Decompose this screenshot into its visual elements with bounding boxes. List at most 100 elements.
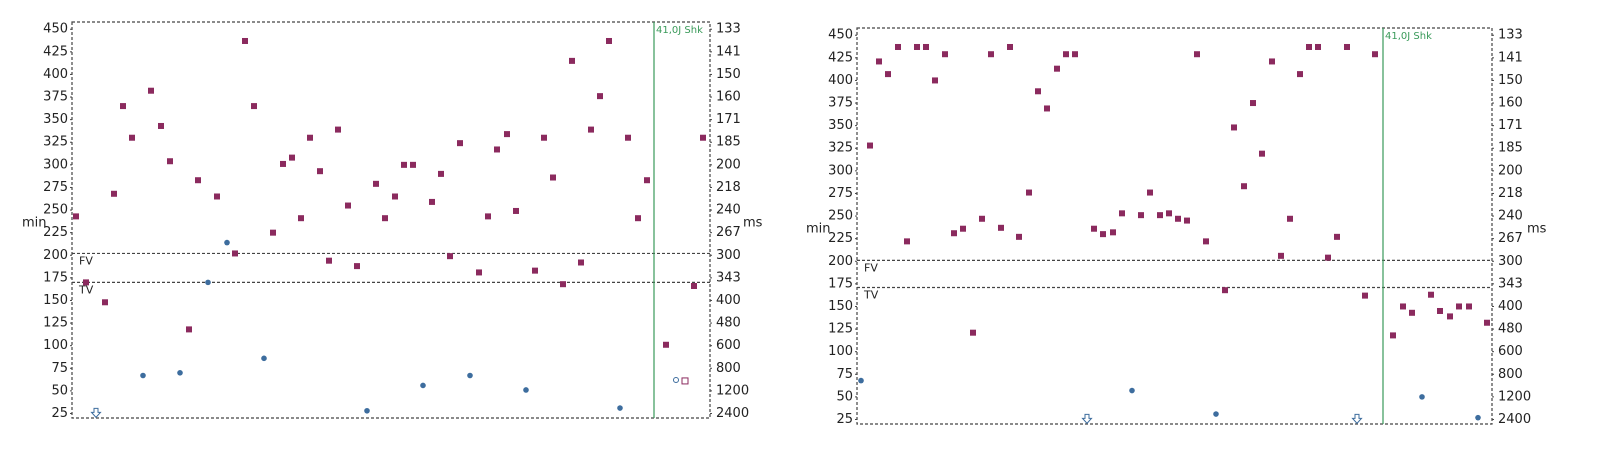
y-tick-label: 300	[43, 157, 68, 172]
square-point	[232, 250, 238, 257]
y-tick-label: 175	[828, 276, 853, 291]
y2-tick-label: 800	[716, 361, 741, 376]
square-point	[120, 103, 126, 110]
arrow-marker	[1351, 413, 1363, 425]
square-point	[1110, 229, 1116, 236]
y-tick-label: 425	[828, 50, 853, 65]
square-point	[129, 134, 135, 141]
square-point	[447, 253, 453, 260]
square-point	[606, 37, 612, 44]
square-point	[932, 77, 938, 84]
y2-tick-label: 343	[716, 270, 741, 285]
square-point	[923, 43, 929, 50]
y-tick-label: 100	[43, 338, 68, 353]
y-axis-label: min	[22, 216, 47, 231]
y2-tick-label: 400	[716, 293, 741, 308]
y-tick-label: 25	[836, 412, 853, 427]
y-tick-label: 450	[828, 28, 853, 43]
square-point	[1278, 252, 1284, 259]
square-point	[914, 43, 920, 50]
y-tick-label: 200	[43, 248, 68, 263]
square-point	[569, 57, 575, 64]
circle-point	[420, 382, 426, 389]
y-tick-label: 200	[828, 254, 853, 269]
y-tick-label: 250	[828, 209, 853, 224]
y2-tick-label: 160	[1498, 96, 1523, 111]
square-point	[270, 229, 276, 236]
square-point	[876, 58, 882, 65]
square-point	[895, 43, 901, 50]
square-point	[1269, 58, 1275, 65]
y2-tick-label: 300	[1498, 254, 1523, 269]
y2-tick-label: 141	[716, 44, 741, 59]
square-point	[663, 341, 669, 348]
square-point	[1372, 51, 1378, 58]
arrow-marker	[90, 407, 102, 419]
square-point	[988, 51, 994, 58]
square-point	[354, 263, 360, 270]
y-tick-label: 325	[43, 135, 68, 150]
square-point	[1091, 225, 1097, 232]
y2-tick-label: 240	[716, 203, 741, 218]
circle-point	[858, 377, 864, 384]
y-tick-label: 350	[43, 112, 68, 127]
y2-tick-label: 267	[1498, 231, 1523, 246]
square-point	[691, 283, 697, 289]
square-point	[1119, 210, 1125, 217]
square-point	[1147, 189, 1153, 196]
square-point	[438, 170, 444, 177]
square-point	[1325, 254, 1331, 261]
circle-point	[205, 279, 211, 286]
square-point	[392, 193, 398, 200]
y2-tick-label: 2400	[716, 406, 749, 421]
square-point	[504, 131, 510, 138]
square-point	[532, 267, 538, 274]
circle-point	[467, 372, 473, 379]
square-point	[401, 161, 407, 168]
square-point	[1175, 215, 1181, 222]
square-point	[382, 215, 388, 222]
y2-tick-label: 218	[1498, 186, 1523, 201]
y2-tick-label: 240	[1498, 209, 1523, 224]
square-point	[867, 142, 873, 149]
square-point	[429, 198, 435, 205]
square-point	[588, 126, 594, 133]
chart: 25 50 75 100 125 150 175 200 225 250 275 300 325 350 3…	[806, 27, 1547, 427]
square-point	[1334, 233, 1340, 240]
y-tick-label: 300	[828, 163, 853, 178]
zone-label: FV	[79, 254, 93, 267]
circle-point	[261, 355, 267, 362]
zone-label: FV	[864, 261, 878, 274]
y2-tick-label: 150	[716, 67, 741, 82]
circle-point	[224, 239, 230, 246]
square-point	[1409, 309, 1415, 316]
square-point	[373, 180, 379, 187]
square-point	[1035, 88, 1041, 95]
square-point	[681, 377, 689, 385]
plot-frame	[856, 27, 1493, 425]
y-tick-label: 275	[43, 180, 68, 195]
square-point	[1484, 319, 1490, 326]
square-point	[970, 329, 976, 336]
square-point	[494, 146, 500, 153]
y2-tick-label: 171	[1498, 118, 1523, 133]
square-point	[214, 193, 220, 200]
shock-label: 41,0J Shk	[1385, 31, 1432, 42]
y-tick-label: 150	[828, 299, 853, 314]
square-point	[280, 160, 286, 167]
y2-tick-label: 150	[1498, 73, 1523, 88]
y-axis-label: min	[806, 222, 831, 237]
square-point	[1250, 100, 1256, 107]
circle-point	[617, 405, 623, 411]
zone-label: TV	[78, 283, 94, 296]
square-point	[102, 299, 108, 306]
square-point	[1138, 212, 1144, 219]
square-point	[1203, 238, 1209, 245]
y-tick-label: 100	[828, 344, 853, 359]
y-tick-label: 125	[828, 322, 853, 337]
square-point	[1026, 189, 1032, 196]
y2-tick-label: 1200	[716, 383, 749, 398]
square-point	[625, 134, 631, 141]
square-point	[1072, 51, 1078, 58]
